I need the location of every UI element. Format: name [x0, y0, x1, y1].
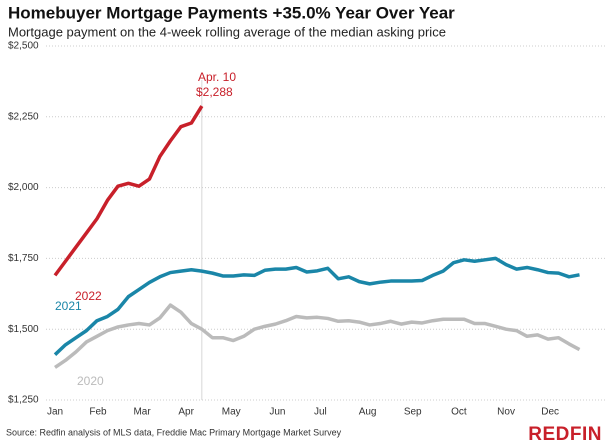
source: Source: Redfin analysis of MLS data, Fre…	[6, 427, 342, 437]
series-label: 2022	[75, 289, 102, 303]
y-tick-label: $2,000	[8, 182, 39, 193]
y-tick-label: $1,500	[8, 324, 39, 335]
x-tick-label: May	[222, 407, 241, 418]
y-tick-label: $1,250	[8, 395, 39, 406]
series-line	[54, 303, 581, 369]
y-tick-label: $2,250	[8, 111, 39, 122]
x-tick-label: Feb	[89, 407, 107, 418]
x-tick-label: Sep	[404, 407, 422, 418]
chart-title: Homebuyer Mortgage Payments +35.0% Year …	[8, 3, 455, 22]
series-line	[53, 256, 580, 356]
x-tick-label: Oct	[451, 407, 467, 418]
x-tick-label: Jul	[314, 407, 327, 418]
x-tick-label: Apr	[178, 407, 194, 418]
x-tick-label: Mar	[133, 407, 151, 418]
series-label: 2021	[55, 299, 82, 313]
chart-subtitle: Mortgage payment on the 4-week rolling a…	[8, 24, 446, 39]
annotation: Apr. 10	[198, 70, 236, 84]
x-tick-label: Aug	[359, 407, 377, 418]
series-line	[53, 105, 204, 277]
data-label: $2,288	[196, 85, 233, 99]
x-tick-label: Jan	[47, 407, 63, 418]
series-label: 2020	[77, 374, 104, 388]
brand-logo: REDFIN	[528, 424, 602, 445]
x-tick-label: Jun	[269, 407, 285, 418]
x-tick-label: Nov	[497, 407, 515, 418]
y-tick-label: $2,500	[8, 41, 39, 52]
x-tick-label: Dec	[541, 407, 559, 418]
y-tick-label: $1,750	[8, 253, 39, 264]
